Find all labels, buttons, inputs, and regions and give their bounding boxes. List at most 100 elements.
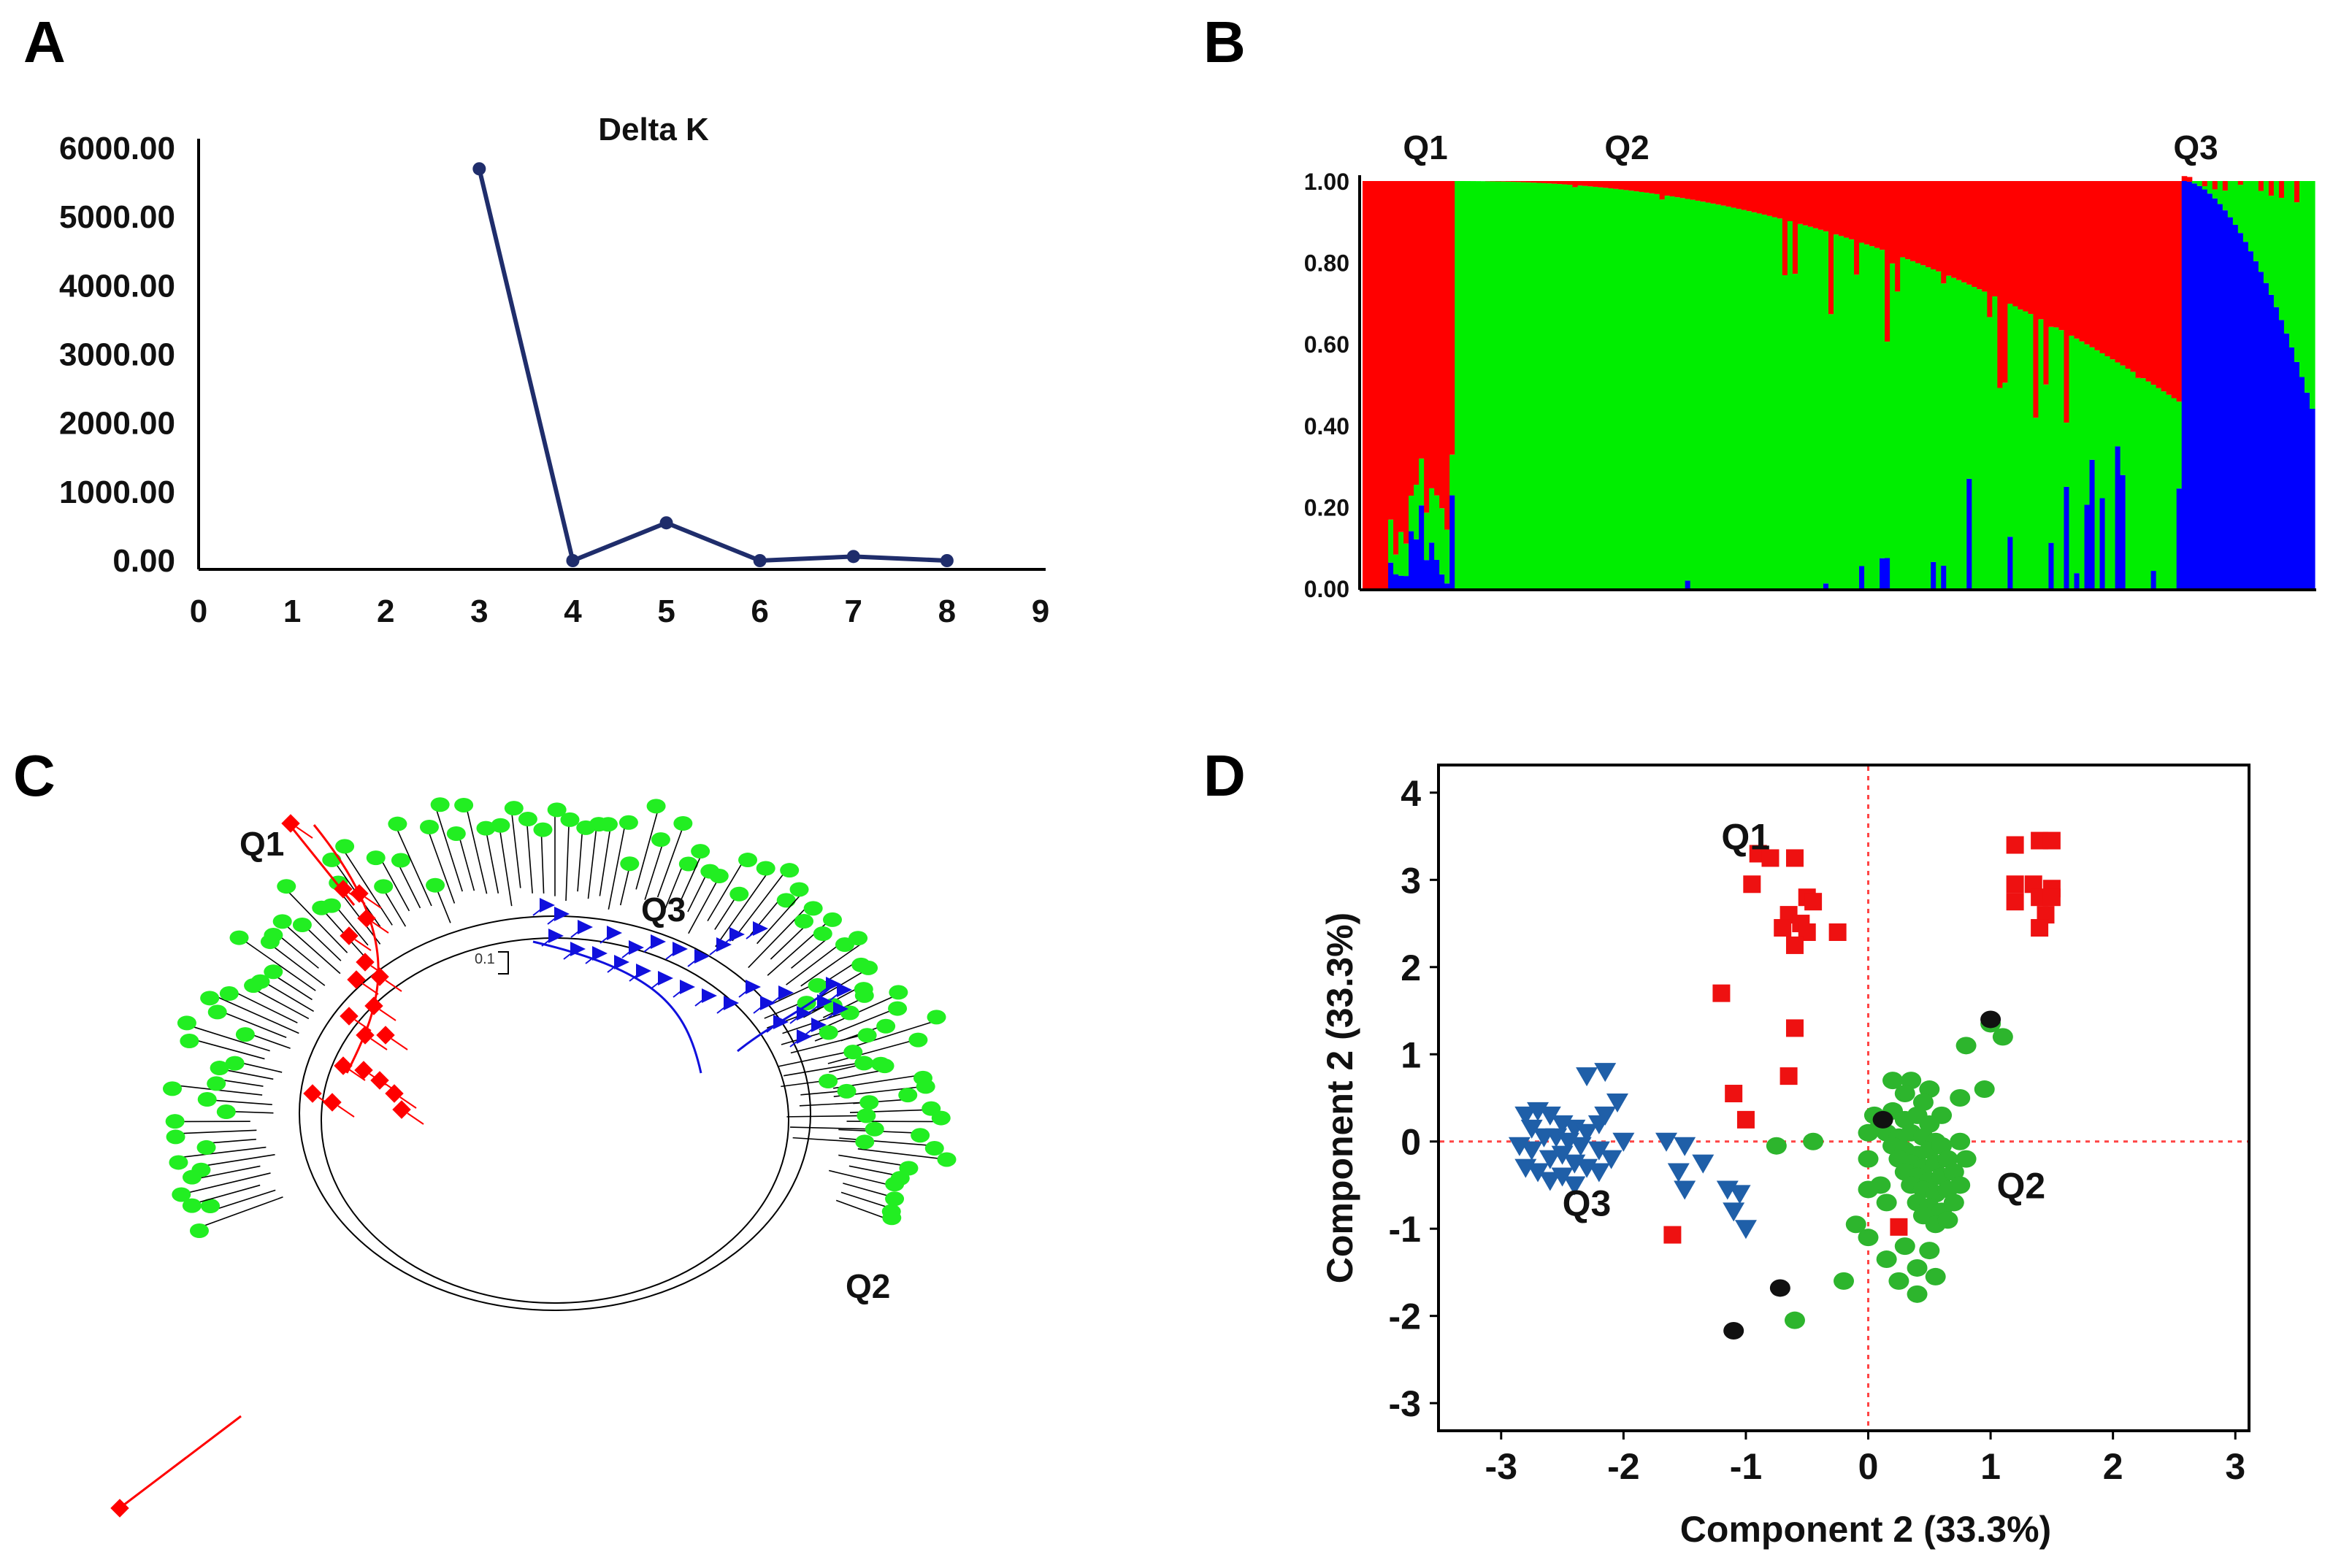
tree-branch	[342, 848, 393, 926]
structure-bar-segment	[1654, 181, 1660, 194]
structure-bar-segment	[1946, 181, 1952, 276]
structure-bar-segment	[1598, 187, 1604, 588]
structure-bar-segment	[1792, 181, 1798, 274]
tree-leaf-q2	[709, 869, 729, 884]
structure-bar-segment	[2278, 181, 2285, 198]
tree-leaf-q2	[780, 863, 800, 878]
structure-bar-segment	[1895, 291, 1901, 588]
tree-leaf-q2	[272, 914, 292, 929]
structure-bar-segment	[1465, 181, 1471, 589]
tree-leaf-q2	[166, 1129, 185, 1145]
structure-bar-segment	[2196, 181, 2203, 186]
delta-k-x-tick: 9	[1032, 593, 1049, 629]
structure-bar-segment	[1506, 181, 1512, 589]
tree-leaf-q3	[540, 898, 555, 912]
tree-leaf-q2	[819, 1025, 838, 1040]
pca-point-q3	[1692, 1154, 1715, 1174]
structure-bar-segment	[2084, 504, 2091, 588]
structure-bar-segment	[1869, 246, 1875, 588]
tree-leaf-q2	[446, 826, 466, 841]
structure-bar-segment	[1419, 181, 1425, 459]
structure-bar-segment	[1725, 207, 1732, 588]
structure-bar-segment	[2145, 181, 2152, 382]
pca-point-q2	[1950, 1132, 1971, 1150]
structure-bar-segment	[2033, 418, 2039, 588]
structure-plot: 0.00 0.20 0.40 0.60 0.80 1.00 Q1 Q2 Q3	[1304, 128, 2316, 602]
tree-branch	[188, 1024, 270, 1052]
tree-leaf-q2	[776, 893, 796, 908]
pca-point-q3	[1539, 1150, 1561, 1169]
pca-point-q3	[1600, 1150, 1623, 1169]
tree-branch	[396, 859, 421, 909]
tree-clade-q1-stem	[313, 824, 380, 1074]
structure-bar-segment	[1429, 488, 1435, 543]
pca-annotation-q3: Q3	[1563, 1183, 1612, 1223]
tree-branch	[644, 844, 664, 900]
structure-bar-segment	[1756, 181, 1763, 214]
structure-bar-segment	[1572, 181, 1579, 188]
structure-bar-segment	[1951, 277, 1957, 588]
structure-bar-segment	[1439, 181, 1445, 509]
structure-bar-segment	[1424, 181, 1430, 513]
structure-bar-segment	[2196, 185, 2203, 588]
structure-bar-segment	[1414, 539, 1420, 588]
structure-bar-segment	[2053, 327, 2060, 588]
structure-bar-segment	[1895, 181, 1901, 292]
structure-bar-segment	[1511, 181, 1517, 182]
structure-bar-segment	[1761, 181, 1768, 215]
tree-leaf-q2	[560, 812, 580, 827]
structure-bar-segment	[1926, 267, 1931, 588]
structure-bar-segment	[2135, 181, 2142, 378]
structure-bar-segment	[1828, 314, 1834, 588]
structure-bar-segment	[2263, 181, 2269, 283]
tree-leaf-q2	[857, 1108, 876, 1123]
tree-branch	[778, 1051, 848, 1067]
structure-bar-segment	[1659, 199, 1666, 588]
tree-branch	[285, 888, 348, 953]
tree-branch	[608, 821, 627, 910]
structure-bar-segment	[2273, 307, 2280, 588]
tree-leaf-q3	[614, 955, 629, 969]
structure-bar-segment	[1736, 181, 1742, 210]
structure-bar-segment	[1766, 215, 1773, 588]
structure-bar-segment	[1409, 181, 1414, 496]
pca-y-tick: -2	[1389, 1296, 1421, 1337]
structure-bar-segment	[2181, 181, 2188, 588]
tree-branch	[199, 1196, 283, 1229]
structure-bar-segment	[2048, 181, 2055, 327]
tree-branch	[196, 1153, 275, 1168]
pca-point-q2	[1925, 1267, 1946, 1285]
structure-bar-segment	[1761, 215, 1768, 588]
structure-bar-segment	[1951, 181, 1957, 278]
structure-bar-segment	[1900, 181, 1906, 258]
tree-leaf-q2	[207, 1004, 227, 1020]
structure-y-tick: 0.80	[1304, 250, 1349, 277]
tree-label-q1: Q1	[240, 825, 284, 863]
structure-bar-segment	[2273, 181, 2280, 307]
pca-point-q2	[1943, 1194, 1964, 1212]
pca-point-q3	[1594, 1063, 1617, 1083]
structure-bar-segment	[2222, 181, 2229, 191]
structure-bar-segment	[2227, 217, 2234, 588]
structure-bar-segment	[1741, 181, 1747, 210]
structure-bar-segment	[1593, 181, 1599, 187]
structure-bar-segment	[1961, 181, 1967, 283]
tree-leaf-q2	[797, 996, 816, 1011]
structure-bar-segment	[1885, 341, 1890, 558]
structure-bar-segment	[1685, 580, 1691, 588]
structure-bar-segment	[1812, 181, 1819, 228]
structure-bar-segment	[2166, 394, 2172, 588]
tree-branch	[274, 975, 313, 1001]
structure-bar-segment	[1972, 287, 1977, 588]
structure-bar-segment	[1910, 181, 1916, 261]
tree-leaf-q2	[646, 799, 666, 814]
structure-bar-segment	[2028, 314, 2034, 588]
structure-bar-segment	[2278, 320, 2285, 588]
tree-branch-q1	[354, 1019, 372, 1031]
structure-bar-segment	[1511, 182, 1517, 589]
panel-label-c: C	[13, 743, 55, 808]
scale-bar-label: 0.1	[475, 951, 495, 967]
tree-branch	[838, 1154, 913, 1168]
tree-leaf-q2	[885, 1177, 905, 1192]
structure-bar-segment	[2074, 573, 2080, 588]
